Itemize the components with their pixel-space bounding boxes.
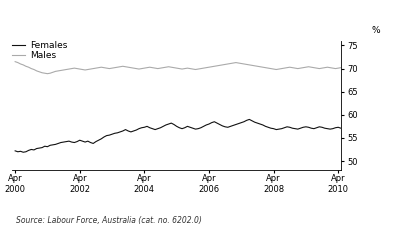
Females — [247, 118, 252, 121]
Females — [223, 126, 227, 128]
Males — [223, 63, 227, 66]
Males — [339, 66, 343, 69]
Line: Males: Males — [15, 62, 341, 74]
Males — [330, 67, 335, 69]
Males — [13, 60, 17, 63]
Females — [333, 126, 338, 129]
Males — [120, 65, 125, 68]
Legend: Females, Males: Females, Males — [12, 41, 67, 60]
Females — [91, 142, 96, 145]
Males — [193, 68, 198, 71]
Females — [339, 127, 343, 130]
Females — [193, 128, 198, 131]
Females — [13, 149, 17, 152]
Males — [91, 67, 96, 70]
Males — [45, 72, 50, 75]
Females — [120, 130, 125, 132]
Females — [320, 126, 324, 129]
Females — [21, 151, 25, 154]
Males — [317, 67, 322, 70]
Text: Source: Labour Force, Australia (cat. no. 6202.0): Source: Labour Force, Australia (cat. no… — [16, 216, 202, 225]
Line: Females: Females — [15, 119, 341, 152]
Text: %: % — [372, 26, 381, 35]
